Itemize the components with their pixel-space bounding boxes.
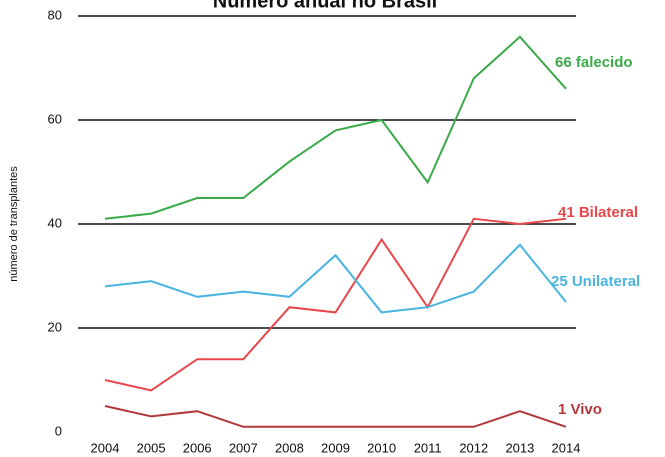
series-label: 1 Vivo	[558, 401, 602, 418]
x-tick-label: 2005	[137, 440, 166, 455]
series-line	[104, 243, 567, 314]
y-tick-label: 0	[55, 423, 62, 438]
x-tick-label: 2012	[459, 440, 488, 455]
x-tick-label: 2014	[552, 440, 581, 455]
y-axis-label: número de transplantes	[8, 166, 20, 282]
x-tick-label: 2004	[91, 440, 120, 455]
series-label: 25 Unilateral	[551, 273, 640, 290]
x-tick-label: 2013	[505, 440, 534, 455]
x-tick-label: 2011	[414, 440, 442, 455]
x-tick-label: 2007	[229, 440, 258, 455]
x-tick-label: 2008	[275, 440, 304, 455]
x-tick-label: 2010	[367, 440, 396, 455]
y-tick-label: 80	[48, 7, 62, 22]
series-label: 41 Bilateral	[558, 204, 638, 221]
series-line	[104, 35, 567, 220]
series-line	[104, 217, 567, 392]
series-label: 66 falecido	[555, 54, 633, 71]
series-line	[104, 405, 567, 428]
y-tick-label: 40	[48, 215, 62, 230]
x-tick-label: 2006	[183, 440, 212, 455]
y-tick-label: 60	[48, 111, 62, 126]
y-tick-label: 20	[48, 319, 62, 334]
x-tick-label: 2009	[321, 440, 350, 455]
chart-title: Número anual no Brasil	[213, 0, 438, 12]
